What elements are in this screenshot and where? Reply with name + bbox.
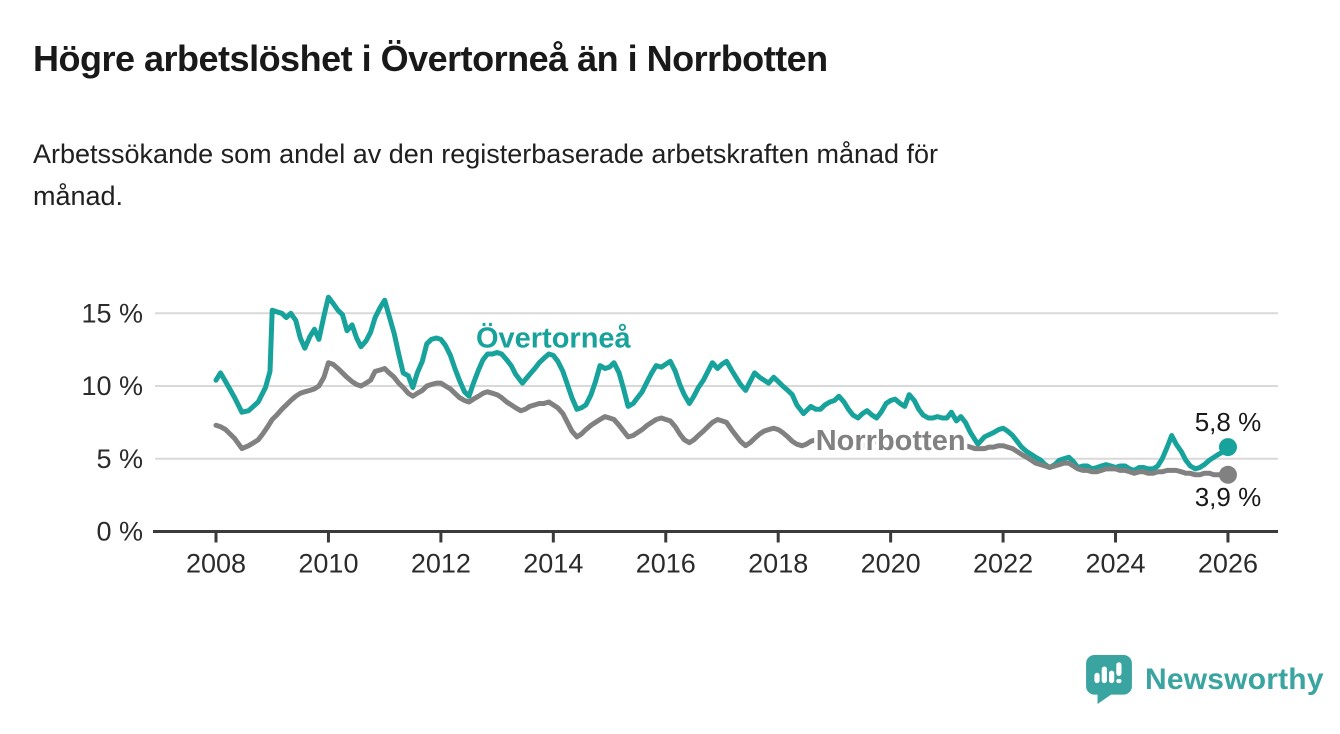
end-value-label-overtornea: 5,8 % — [1195, 407, 1262, 437]
y-tick-label-15: 15 % — [81, 298, 143, 328]
x-tick-label-2020: 2020 — [861, 549, 921, 579]
x-tick-label-2018: 2018 — [748, 549, 808, 579]
x-tick-label-2022: 2022 — [973, 549, 1033, 579]
y-tick-label-10: 10 % — [81, 371, 143, 401]
x-tick-label-2024: 2024 — [1085, 549, 1145, 579]
x-tick-label-2014: 2014 — [523, 549, 583, 579]
page-title: Högre arbetslöshet i Övertorneå än i Nor… — [33, 38, 828, 79]
y-tick-label-5: 5 % — [96, 444, 143, 474]
series-end-dot-overtornea — [1218, 438, 1237, 457]
x-tick-label-2012: 2012 — [411, 549, 471, 579]
series-line-norrbotten — [213, 360, 1231, 478]
series-end-dot-norrbotten — [1218, 465, 1237, 484]
newsworthy-logo-text: Newsworthy — [1145, 663, 1324, 696]
x-tick-label-2016: 2016 — [636, 549, 696, 579]
x-tick-label-2008: 2008 — [186, 549, 246, 579]
x-tick-label-2010: 2010 — [298, 549, 358, 579]
series-label-norrbotten: Norrbotten — [816, 425, 966, 457]
page-subtitle: Arbetssökande som andel av den registerb… — [33, 139, 939, 211]
bar-chart-speech-bubble-icon — [1086, 655, 1132, 704]
y-tick-label-0: 0 % — [96, 517, 143, 547]
x-tick-label-2026: 2026 — [1198, 549, 1258, 579]
series-label-overtornea: Övertorneå — [476, 321, 632, 354]
end-value-label-norrbotten: 3,9 % — [1195, 482, 1262, 512]
newsworthy-logo: Newsworthy — [1086, 655, 1324, 705]
series-line-overtornea — [213, 294, 1231, 473]
